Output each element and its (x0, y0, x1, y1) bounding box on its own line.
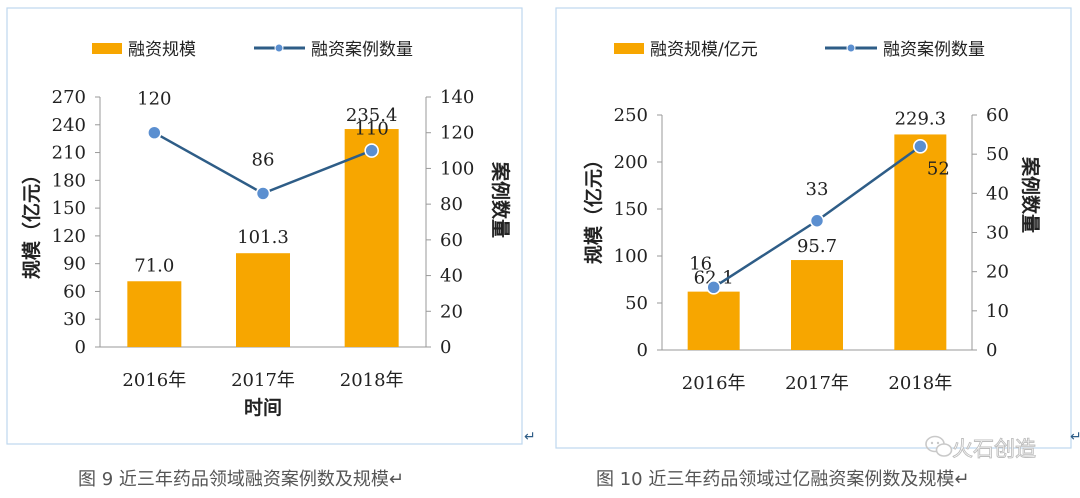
chart-1-x-axis-title: 时间 (244, 397, 282, 419)
chart-1-line-series: 120 86 110 (137, 89, 389, 201)
x-category-label: 2018年 (888, 373, 952, 394)
chart-1-legend-bar-swatch (92, 43, 122, 54)
y-tick-label: 30 (63, 309, 86, 330)
y2-tick-label: 40 (440, 266, 463, 287)
y2-tick-label: 0 (440, 337, 451, 358)
chart-2-legend-bar-label: 融资规模/亿元 (650, 40, 758, 60)
y2-tick-label: 30 (986, 223, 1009, 244)
y2-tick-label: 10 (986, 301, 1009, 322)
y2-tick-label: 80 (440, 194, 463, 215)
y-tick-label: 120 (52, 226, 86, 247)
bar (236, 253, 290, 347)
y2-tick-label: 140 (440, 87, 474, 108)
y-tick-label: 270 (52, 87, 86, 108)
bar-value-label: 62.1 (694, 268, 734, 289)
x-category-label: 2017年 (785, 373, 849, 394)
chart-1-caption: 图 9 近三年药品领域融资案例数及规模↵ (78, 469, 404, 490)
y2-tick-label: 50 (986, 144, 1009, 165)
bar (687, 291, 740, 350)
chart-1: 融资规模 融资案例数量 0 30 60 90 120 150 180 210 240 270 0 2… (6, 7, 523, 445)
bar-value-label: 235.4 (346, 105, 398, 126)
line-value-label: 33 (806, 179, 829, 200)
chart-2-line-series: 16 33 52 (689, 139, 950, 295)
line-point (913, 139, 928, 154)
watermark-text: 火石创造 (952, 437, 1036, 461)
line-value-label: 16 (689, 253, 712, 274)
y2-tick-label: 20 (986, 262, 1009, 283)
chart-2-legend-line-label: 融资案例数量 (883, 40, 985, 60)
y-tick-label: 180 (52, 170, 86, 191)
y-tick-label: 90 (63, 254, 86, 275)
chart-1-right-ticks: 0 20 40 60 80 100 120 140 (426, 87, 474, 358)
y-tick-label: 50 (625, 293, 648, 314)
chart-2-right-ticks: 0 10 20 30 40 50 60 (972, 105, 1009, 361)
chart-2-legend-marker-swatch (846, 43, 856, 53)
y-tick-label: 150 (52, 198, 86, 219)
y-tick-label: 200 (614, 152, 648, 173)
bar (344, 129, 399, 347)
y2-tick-label: 100 (440, 158, 474, 179)
bar-value-label: 229.3 (895, 108, 947, 129)
y-tick-label: 250 (614, 105, 648, 126)
line-value-label: 86 (252, 149, 275, 170)
y2-tick-label: 120 (440, 123, 474, 144)
x-category-label: 2017年 (231, 370, 295, 391)
chart-2-legend: 融资规模/亿元 融资案例数量 (614, 40, 985, 60)
y-tick-label: 150 (614, 199, 648, 220)
line-point (255, 186, 271, 201)
chart-1-legend: 融资规模 融资案例数量 (92, 40, 413, 60)
line-point (364, 143, 379, 158)
bar-value-label: 101.3 (237, 227, 289, 248)
watermark: 火石创造 (925, 435, 1036, 461)
chart-1-y-axis-title: 规模（亿元） (20, 165, 43, 279)
chart-1-legend-line-label: 融资案例数量 (311, 40, 413, 60)
chart-1-legend-bar-label: 融资规模 (128, 40, 196, 60)
chart-2-category-labels: 2016年 2017年 2018年 (682, 373, 952, 394)
chart-2-caption: 图 10 近三年药品领域过亿融资案例数及规模↵ (596, 469, 969, 490)
y2-tick-label: 20 (440, 301, 463, 322)
bar-value-label: 71.0 (134, 255, 174, 276)
y2-tick-label: 60 (440, 230, 463, 251)
chart-2: 融资规模/亿元 融资案例数量 0 50 100 150 200 250 0 10 20 30 40… (555, 7, 1072, 449)
y-tick-label: 60 (63, 281, 86, 302)
chart-1-category-labels: 2016年 2017年 2018年 (122, 370, 403, 391)
chart-1-left-ticks: 0 30 60 90 120 150 180 210 240 270 (52, 87, 100, 358)
bar (894, 134, 947, 350)
line-value-label: 120 (137, 89, 171, 110)
line-point (706, 280, 721, 295)
bar-value-label: 95.7 (797, 236, 837, 257)
chart-2-frame (555, 7, 1072, 449)
x-category-label: 2016年 (682, 373, 746, 394)
y-tick-label: 210 (52, 143, 86, 164)
line-value-label: 110 (354, 119, 388, 140)
x-category-label: 2018年 (340, 370, 404, 391)
chart-1-frame (6, 7, 523, 445)
y-tick-label: 240 (52, 115, 86, 136)
chart-2-legend-bar-swatch (614, 43, 644, 54)
y-tick-label: 0 (75, 337, 86, 358)
y-tick-label: 0 (637, 340, 648, 361)
chart-2-bars: 62.1 95.7 229.3 (687, 108, 947, 350)
chart-1-y2-axis-title: 案例数量 (489, 161, 512, 238)
wechat-icon (925, 435, 953, 457)
line-value-label: 52 (927, 158, 950, 179)
y-tick-label: 100 (614, 246, 648, 267)
chart-2-y2-axis-title: 案例数量 (1019, 156, 1042, 233)
return-mark-1: ↵ (524, 429, 536, 445)
chart-1-legend-marker-swatch (274, 43, 284, 53)
x-category-label: 2016年 (122, 370, 186, 391)
chart-1-bars: 71.0 101.3 235.4 (127, 105, 399, 347)
bar (791, 260, 843, 350)
chart-2-left-ticks: 0 50 100 150 200 250 (614, 105, 662, 361)
bar (127, 281, 182, 347)
line-point (147, 125, 162, 141)
y2-tick-label: 40 (986, 183, 1009, 204)
return-mark-2: ↵ (1070, 429, 1080, 445)
y2-tick-label: 0 (986, 340, 997, 361)
y2-tick-label: 60 (986, 105, 1009, 126)
chart-2-y-axis-title: 规模（亿元） (582, 150, 605, 264)
line-point (809, 213, 825, 229)
